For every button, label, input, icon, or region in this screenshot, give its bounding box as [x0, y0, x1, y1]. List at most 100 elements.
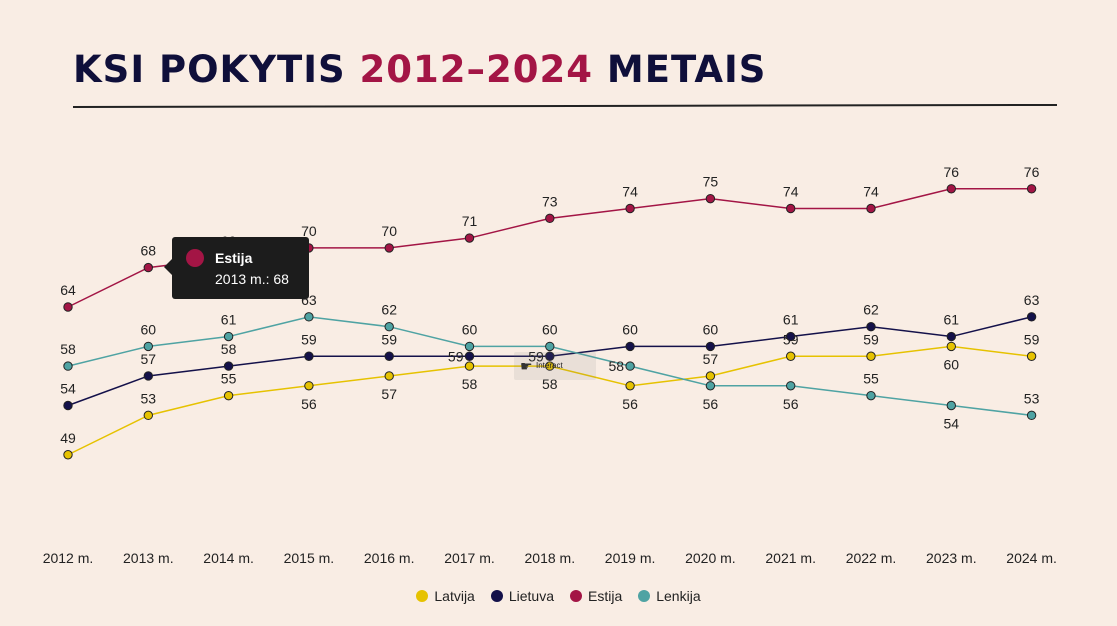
data-point-latvija[interactable] — [625, 381, 635, 391]
data-point-latvija[interactable] — [464, 361, 475, 371]
legend-item-latvija[interactable]: Latvija — [416, 588, 475, 604]
data-label-lietuva: 62 — [863, 302, 879, 318]
data-point-estija[interactable] — [786, 203, 796, 214]
data-label-lietuva: 59 — [528, 348, 544, 364]
data-point-lenkija[interactable] — [786, 381, 796, 391]
legend-item-lenkija[interactable]: Lenkija — [638, 588, 701, 604]
x-tick-label: 2017 m. — [444, 550, 495, 566]
tooltip-value: 2013 m.: 68 — [215, 271, 289, 287]
data-point-latvija[interactable] — [705, 371, 716, 381]
data-point-lietuva[interactable] — [866, 322, 876, 332]
data-point-lenkija[interactable] — [464, 341, 475, 352]
data-label-lenkija: 56 — [703, 396, 719, 412]
data-point-lenkija[interactable] — [625, 361, 635, 371]
data-point-latvija[interactable] — [304, 381, 314, 391]
data-point-latvija[interactable] — [63, 450, 73, 460]
data-label-estija: 74 — [863, 184, 879, 200]
data-point-lietuva[interactable] — [786, 331, 796, 342]
data-point-estija[interactable] — [545, 213, 555, 224]
data-point-lenkija[interactable] — [384, 322, 394, 332]
data-label-estija: 68 — [141, 243, 157, 259]
legend-label: Latvija — [434, 588, 475, 604]
title-years: 2012–2024 — [359, 48, 594, 91]
data-label-lietuva: 61 — [944, 312, 960, 328]
data-point-lietuva[interactable] — [143, 371, 154, 381]
data-point-latvija[interactable] — [786, 351, 796, 361]
data-point-lenkija[interactable] — [223, 331, 234, 342]
data-point-lenkija[interactable] — [63, 361, 73, 371]
legend-swatch — [570, 590, 582, 602]
data-point-latvija[interactable] — [545, 361, 555, 371]
data-point-lietuva[interactable] — [384, 351, 394, 361]
data-point-lietuva[interactable] — [63, 400, 73, 411]
data-point-lenkija[interactable] — [866, 390, 876, 401]
data-label-latvija: 55 — [221, 371, 237, 387]
legend-label: Estija — [588, 588, 623, 604]
data-point-estija[interactable] — [384, 243, 394, 253]
x-tick-label: 2012 m. — [43, 550, 94, 566]
data-point-lenkija[interactable] — [1026, 410, 1037, 421]
data-point-latvija[interactable] — [143, 410, 154, 421]
data-point-estija[interactable] — [625, 203, 635, 214]
data-label-lietuva: 58 — [221, 341, 237, 357]
data-point-lietuva[interactable] — [545, 351, 555, 361]
data-point-lietuva[interactable] — [625, 341, 635, 352]
data-point-estija[interactable] — [705, 193, 716, 204]
legend-swatch — [490, 590, 503, 602]
data-label-lietuva: 57 — [141, 351, 157, 367]
data-point-latvija[interactable] — [866, 351, 876, 361]
x-tick-label: 2021 m. — [765, 550, 816, 566]
data-point-estija[interactable] — [464, 233, 475, 243]
x-tick-label: 2022 m. — [846, 550, 897, 566]
data-point-lietuva[interactable] — [304, 351, 314, 361]
x-tick-label: 2024 m. — [1006, 550, 1057, 566]
hand-pointer-icon: ☛ — [520, 358, 533, 374]
tooltip-series-name: Estija — [215, 250, 253, 266]
data-point-lenkija[interactable] — [946, 400, 956, 411]
interact-hint[interactable]: ☛ Interact — [514, 352, 596, 380]
tooltip-series-dot — [186, 249, 204, 267]
data-label-lenkija: 58 — [60, 341, 76, 357]
data-label-estija: 76 — [944, 164, 960, 180]
data-label-lenkija: 60 — [141, 321, 157, 337]
data-label-estija: 75 — [703, 174, 719, 190]
data-point-lietuva[interactable] — [1026, 312, 1037, 322]
chart-legend: Latvija Lietuva Estija Lenkija — [0, 588, 1117, 604]
data-point-estija[interactable] — [63, 302, 73, 312]
data-label-latvija: 57 — [703, 351, 719, 367]
data-point-latvija[interactable] — [1026, 351, 1037, 361]
data-point-latvija[interactable] — [946, 341, 956, 352]
data-point-lietuva[interactable] — [223, 361, 234, 371]
legend-item-estija[interactable]: Estija — [570, 588, 622, 604]
data-point-lenkija[interactable] — [143, 341, 154, 352]
x-tick-label: 2023 m. — [926, 550, 977, 566]
data-point-lietuva[interactable] — [946, 331, 956, 342]
line-chart[interactable]: 2012 m. 2013 m. 2014 m. 2015 m. 2016 m. 2017 … — [0, 0, 1117, 580]
data-point-lenkija[interactable] — [545, 341, 555, 352]
data-point-lenkija[interactable] — [304, 312, 314, 322]
legend-label: Lietuva — [508, 588, 554, 604]
data-label-lenkija: 60 — [542, 321, 558, 337]
data-label-lenkija: 54 — [944, 416, 960, 432]
data-point-estija[interactable] — [946, 184, 956, 194]
data-point-lenkija[interactable] — [705, 381, 716, 391]
data-point-estija[interactable] — [866, 203, 876, 214]
data-label-estija: 70 — [381, 223, 397, 239]
data-point-estija[interactable] — [1026, 184, 1037, 194]
data-label-estija: 70 — [301, 223, 317, 239]
data-label-lietuva: 61 — [783, 312, 799, 328]
data-point-latvija[interactable] — [384, 371, 394, 381]
data-point-latvija[interactable] — [223, 390, 234, 401]
data-label-estija: 74 — [783, 184, 799, 200]
x-tick-label: 2019 m. — [605, 550, 656, 566]
data-label-lietuva: 54 — [60, 381, 76, 397]
x-tick-label: 2015 m. — [284, 550, 335, 566]
data-label-lietuva: 59 — [448, 348, 464, 364]
data-label-lenkija: 61 — [221, 312, 237, 328]
legend-item-lietuva[interactable]: Lietuva — [490, 588, 554, 604]
data-point-estija[interactable] — [143, 262, 154, 273]
data-label-lietuva: 63 — [1024, 292, 1040, 308]
data-point-lietuva[interactable] — [705, 341, 716, 352]
data-point-lietuva[interactable] — [464, 351, 475, 361]
x-tick-label: 2014 m. — [203, 550, 254, 566]
